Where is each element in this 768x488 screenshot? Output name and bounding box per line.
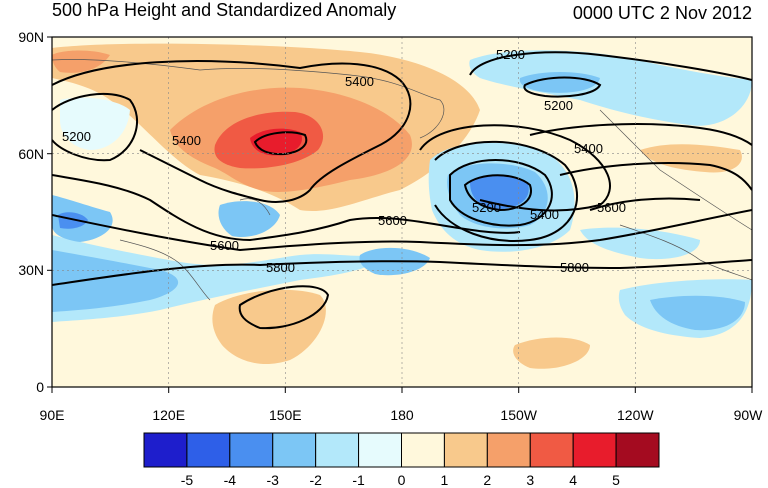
negative-anomaly-area (519, 72, 600, 93)
latitude-axis: 90N 60N 30N 0 (18, 29, 52, 395)
height-contour (238, 285, 330, 330)
negative-anomaly-area (469, 50, 752, 126)
height-contour (253, 131, 308, 156)
colorbar-swatch (443, 432, 488, 468)
lon-tick-label: 120E (152, 407, 185, 423)
height-contour (529, 123, 752, 146)
lat-tick-label: 30N (18, 262, 44, 278)
coastline (52, 59, 752, 301)
colorbar-label: 2 (483, 472, 491, 488)
anomaly-shading (52, 37, 752, 387)
negative-anomaly-area (650, 295, 745, 331)
longitude-axis: 90E 120E 150E 180 150W 120W 90W (40, 387, 764, 423)
graticule (52, 37, 752, 387)
valid-time-label: 0000 UTC 2 Nov 2012 (572, 3, 752, 23)
height-contour (449, 159, 553, 227)
contour-label: 5200 (472, 200, 501, 215)
contour-label: 5600 (378, 213, 407, 228)
colorbar-label: 0 (398, 472, 406, 488)
colorbar-label: -1 (352, 472, 365, 488)
colorbar-swatch (315, 432, 360, 468)
height-contour (52, 60, 412, 203)
contour-label: 5400 (172, 133, 201, 148)
colorbar-swatch (529, 432, 574, 468)
contour-label: 5400 (530, 207, 559, 222)
height-contour (523, 76, 602, 98)
positive-anomaly-area (513, 337, 590, 369)
colorbar-swatch (358, 432, 403, 468)
height-contour (589, 197, 701, 211)
contour-label: 5800 (266, 260, 295, 275)
negative-anomaly-area (580, 227, 700, 260)
positive-anomaly-core (250, 128, 302, 156)
colorbar-swatch (401, 432, 445, 468)
colorbar-swatch (572, 432, 617, 468)
lat-tick-label: 0 (36, 379, 44, 395)
lat-tick-label: 90N (18, 29, 44, 45)
height-contour (434, 140, 579, 242)
height-contour (52, 209, 752, 252)
colorbar-label: -3 (267, 472, 280, 488)
colorbar-swatch (143, 432, 188, 468)
neutral-anomaly-area (60, 97, 130, 150)
colorbar-label: 3 (526, 472, 534, 488)
lon-tick-label: 90W (734, 407, 764, 423)
colorbar-swatch (186, 432, 231, 468)
contour-label: 5200 (62, 129, 91, 144)
colorbar-swatch (486, 432, 531, 468)
contour-label-group: 5200 5400 5400 5200 5200 5400 5600 5800 … (62, 47, 626, 275)
colorbar-label: -4 (224, 472, 237, 488)
contour-label: 5400 (574, 141, 603, 156)
contour-label: 5800 (560, 260, 589, 275)
colorbar-swatch (272, 432, 317, 468)
lon-tick-label: 90E (40, 407, 65, 423)
colorbar-label: -5 (181, 472, 194, 488)
colorbar-label: 5 (612, 472, 620, 488)
lon-tick-label: 120W (617, 407, 654, 423)
contour-label: 5600 (597, 200, 626, 215)
height-contour (469, 51, 752, 81)
negative-anomaly-area (218, 201, 280, 238)
colorbar-label: 1 (441, 472, 449, 488)
contour-label: 5600 (210, 238, 239, 253)
colorbar-swatch (229, 432, 274, 468)
colorbar: -5 -4 -3 -2 -1 0 1 2 3 4 5 (143, 432, 660, 488)
height-contour (52, 259, 752, 286)
contour-label: 5400 (345, 74, 374, 89)
contour-label: 5200 (544, 98, 573, 113)
negative-anomaly-area (52, 250, 179, 312)
colorbar-label: 4 (569, 472, 577, 488)
colorbar-label: -2 (309, 472, 322, 488)
lon-tick-label: 150W (500, 407, 537, 423)
height-contour (463, 174, 532, 212)
height-contour (52, 93, 139, 162)
height-contour (52, 174, 521, 242)
negative-anomaly-core (58, 212, 88, 229)
contour-label: 5200 (496, 47, 525, 62)
colorbar-swatch (615, 432, 660, 468)
positive-anomaly-area (212, 289, 326, 365)
lat-tick-label: 60N (18, 146, 44, 162)
lon-tick-label: 150E (269, 407, 302, 423)
positive-anomaly-area (52, 50, 110, 73)
lon-tick-label: 180 (390, 407, 414, 423)
height-contour (559, 162, 752, 191)
map-title: 500 hPa Height and Standardized Anomaly (52, 0, 397, 20)
